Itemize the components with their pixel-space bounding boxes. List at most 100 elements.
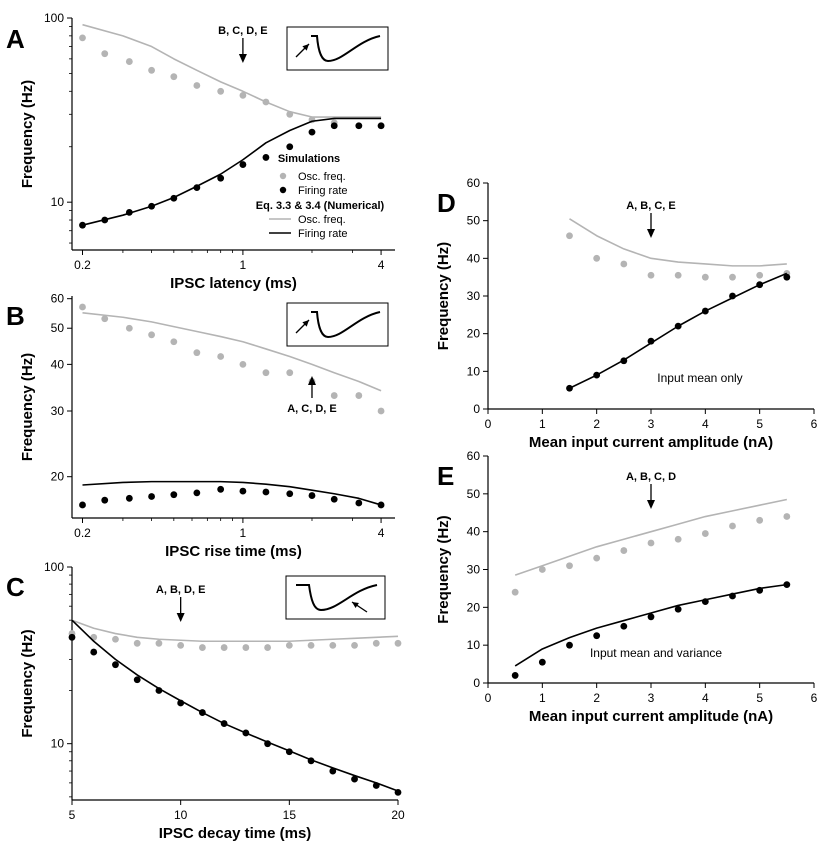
legend-marker-rate: [279, 186, 287, 194]
data-point: [217, 87, 225, 95]
annotation-arrowhead: [238, 54, 247, 63]
data-point: [729, 273, 736, 281]
simulation-osc-freq: [511, 513, 791, 596]
theory-osc-freq: [514, 498, 787, 576]
theory-line: [71, 619, 399, 792]
inset-arrowhead: [352, 602, 359, 609]
ipsc-waveform: [311, 311, 381, 339]
data-point: [372, 639, 380, 647]
legend-marker-osc: [279, 172, 287, 180]
x-tick-label: 2: [593, 417, 600, 431]
data-point: [199, 644, 206, 651]
data-point: [79, 34, 86, 42]
theory-line: [514, 583, 787, 667]
y-tick-label: 30: [51, 404, 65, 418]
y-tick-label: 100: [44, 11, 64, 25]
theory-line: [82, 23, 382, 118]
data-point: [351, 775, 358, 783]
data-point: [170, 73, 178, 81]
data-point: [355, 122, 363, 130]
y-tick-label: 40: [467, 525, 481, 539]
legend-header-simulations: Simulations: [278, 153, 340, 165]
x-tick-label: 5: [69, 808, 76, 822]
y-tick-label: 20: [467, 600, 481, 614]
inset-arrowhead: [302, 320, 309, 327]
x-tick-label: 3: [648, 691, 655, 705]
annotation-arrowhead: [176, 613, 185, 622]
y-tick-label: 10: [51, 195, 65, 209]
data-point: [239, 360, 247, 368]
data-point: [125, 58, 133, 65]
inset-box: [285, 575, 386, 620]
data-point: [239, 487, 247, 495]
simulation-osc-freq: [566, 232, 791, 281]
data-point: [783, 581, 791, 589]
annotation-label: A, B, C, E: [626, 200, 676, 212]
data-point: [239, 91, 247, 99]
y-tick-label: 50: [467, 214, 481, 228]
data-point: [620, 547, 628, 554]
data-point: [90, 648, 98, 656]
panel-letter: C: [6, 572, 25, 602]
theory-line: [514, 498, 787, 576]
x-axis-title: IPSC latency (ms): [170, 275, 297, 292]
x-tick-label: 0.2: [74, 258, 91, 272]
x-tick-label: 5: [756, 417, 763, 431]
x-tick-label: 0: [485, 417, 492, 431]
data-point: [217, 174, 225, 182]
theory-firing-rate: [569, 272, 788, 389]
data-point: [79, 501, 86, 509]
legend-entry: Osc. freq.: [298, 171, 346, 183]
data-point: [538, 566, 546, 573]
legend-entry: Osc. freq.: [298, 214, 346, 226]
data-point: [286, 490, 294, 498]
data-point: [538, 658, 546, 666]
theory-osc-freq: [569, 218, 787, 267]
legend-entry: Firing rate: [298, 185, 348, 197]
x-tick-label: 0.2: [74, 526, 91, 540]
theory-firing-rate: [514, 583, 787, 667]
simulation-firing-rate: [511, 581, 791, 679]
x-tick-label: 0: [485, 691, 492, 705]
theory-osc-freq: [82, 23, 382, 118]
data-point: [377, 122, 385, 130]
simulation-firing-rate: [68, 633, 402, 796]
y-tick-label: 30: [467, 563, 481, 577]
annotation-label: B, C, D, E: [218, 25, 268, 37]
data-point: [125, 324, 133, 332]
data-point: [756, 516, 764, 524]
data-point: [355, 499, 363, 507]
x-tick-label: 15: [283, 808, 297, 822]
x-tick-label: 1: [240, 258, 247, 272]
data-point: [329, 767, 337, 775]
inset-arrowhead: [302, 44, 309, 51]
y-tick-label: 40: [51, 357, 65, 371]
data-point: [217, 485, 225, 493]
data-point: [307, 641, 315, 649]
annotation-label: A, B, C, D: [626, 471, 676, 483]
y-axis-title: Frequency (Hz): [19, 80, 36, 188]
data-point: [647, 613, 655, 621]
y-axis-title: Frequency (Hz): [19, 629, 36, 737]
data-point: [148, 66, 155, 74]
data-point: [262, 488, 270, 496]
legend: Simulations Osc. freq. Firing rate Eq. 3.3 …: [256, 153, 385, 240]
data-point: [112, 635, 119, 643]
x-tick-label: 20: [391, 808, 405, 822]
theory-osc-freq: [82, 311, 382, 392]
data-point: [170, 338, 178, 346]
y-tick-label: 50: [467, 487, 481, 501]
theory-firing-rate: [82, 117, 382, 226]
annotation-arrowhead: [647, 229, 655, 238]
data-point: [101, 496, 109, 504]
x-tick-label: 1: [539, 417, 546, 431]
y-tick-label: 60: [51, 292, 65, 306]
y-tick-label: 0: [473, 676, 480, 690]
data-point: [701, 530, 709, 537]
y-axis-title: Frequency (Hz): [435, 242, 452, 350]
data-point: [170, 491, 178, 499]
annotation-arrowhead: [647, 500, 655, 509]
data-point: [566, 641, 573, 649]
